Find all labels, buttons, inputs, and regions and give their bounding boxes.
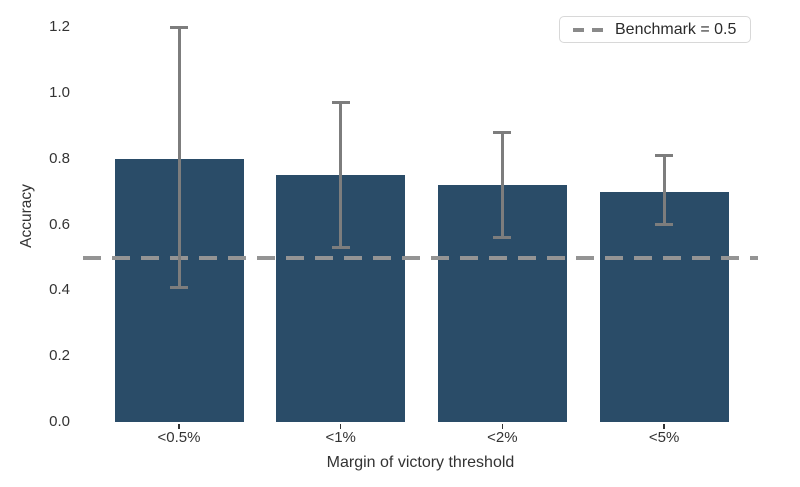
bar-<5%: [599, 191, 729, 422]
x-tick-label: <2%: [487, 429, 518, 446]
x-tick-mark: [339, 424, 342, 429]
x-tick-label: <5%: [648, 429, 680, 446]
error-bar: [177, 27, 181, 288]
x-tick-mark: [663, 424, 665, 429]
error-bar-cap: [170, 25, 188, 29]
dashed-line-legend-marker: [573, 27, 603, 32]
x-tick-label: <1%: [325, 429, 356, 446]
error-bar: [339, 102, 343, 248]
y-tick-label: 0.4: [49, 281, 70, 299]
x-tick-mark: [501, 424, 504, 429]
error-bar-cap: [170, 285, 188, 289]
y-tick-label: 0.8: [49, 149, 70, 167]
y-tick-label: 0.6: [49, 215, 70, 233]
error-bar-cap: [331, 101, 350, 105]
error-bar-cap: [331, 246, 350, 250]
error-bar-cap: [493, 130, 512, 134]
x-tick-label: <0.5%: [157, 429, 201, 446]
x-tick-mark: [178, 424, 180, 429]
error-bar-cap: [655, 154, 674, 157]
y-tick-label: 0.2: [49, 347, 70, 365]
benchmark-dashed-line: [83, 255, 758, 260]
error-bar-cap: [493, 236, 512, 240]
error-bar: [500, 132, 504, 238]
y-tick-label: 1.0: [49, 84, 70, 101]
error-bar-cap: [655, 223, 674, 227]
legend: Benchmark = 0.5: [559, 16, 752, 43]
legend-label: Benchmark = 0.5: [615, 20, 737, 38]
y-tick-label: 0.0: [49, 413, 70, 430]
y-tick-label: 1.2: [49, 18, 70, 36]
error-bar: [662, 155, 666, 225]
x-axis-label: Margin of victory threshold: [326, 454, 515, 471]
